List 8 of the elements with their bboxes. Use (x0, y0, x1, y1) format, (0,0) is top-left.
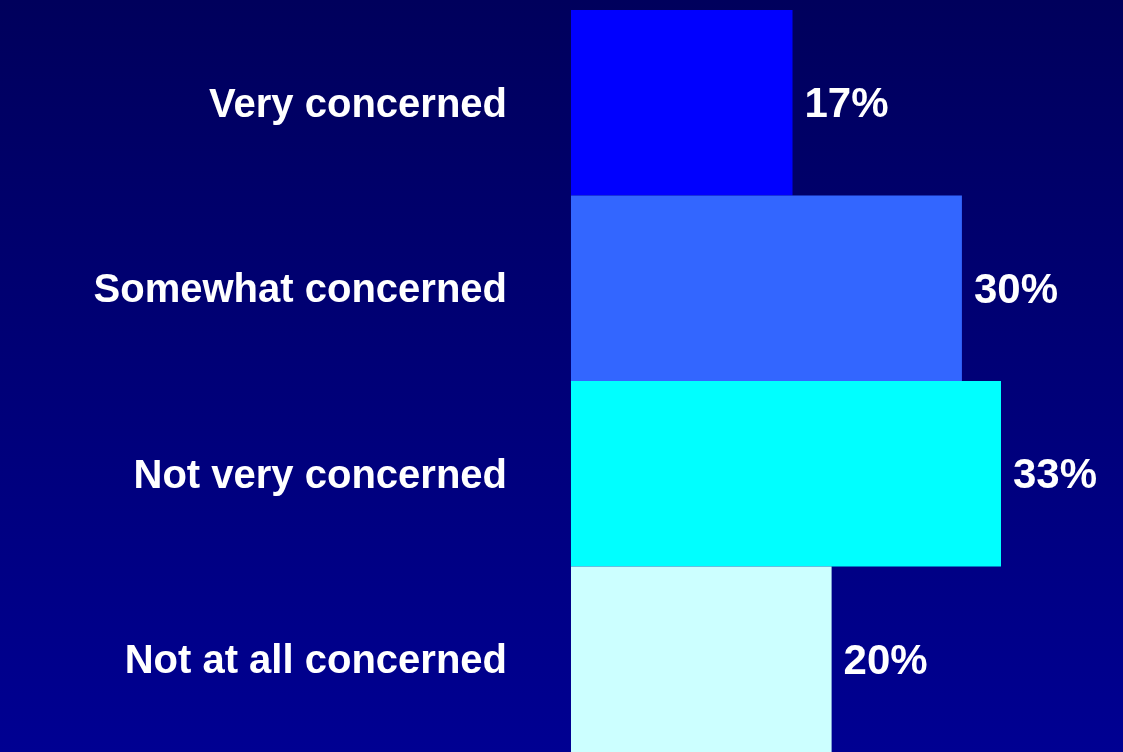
data-label: 20% (843, 635, 928, 683)
y-tick-label: Very concerned (209, 80, 507, 125)
data-label: 30% (973, 264, 1058, 312)
data-label: 33% (1013, 450, 1098, 498)
y-tick-label: Not at all concerned (124, 637, 507, 682)
y-tick-label: Somewhat concerned (93, 266, 507, 311)
data-label: 17% (804, 79, 889, 127)
y-tick-label: Not very concerned (133, 451, 507, 496)
